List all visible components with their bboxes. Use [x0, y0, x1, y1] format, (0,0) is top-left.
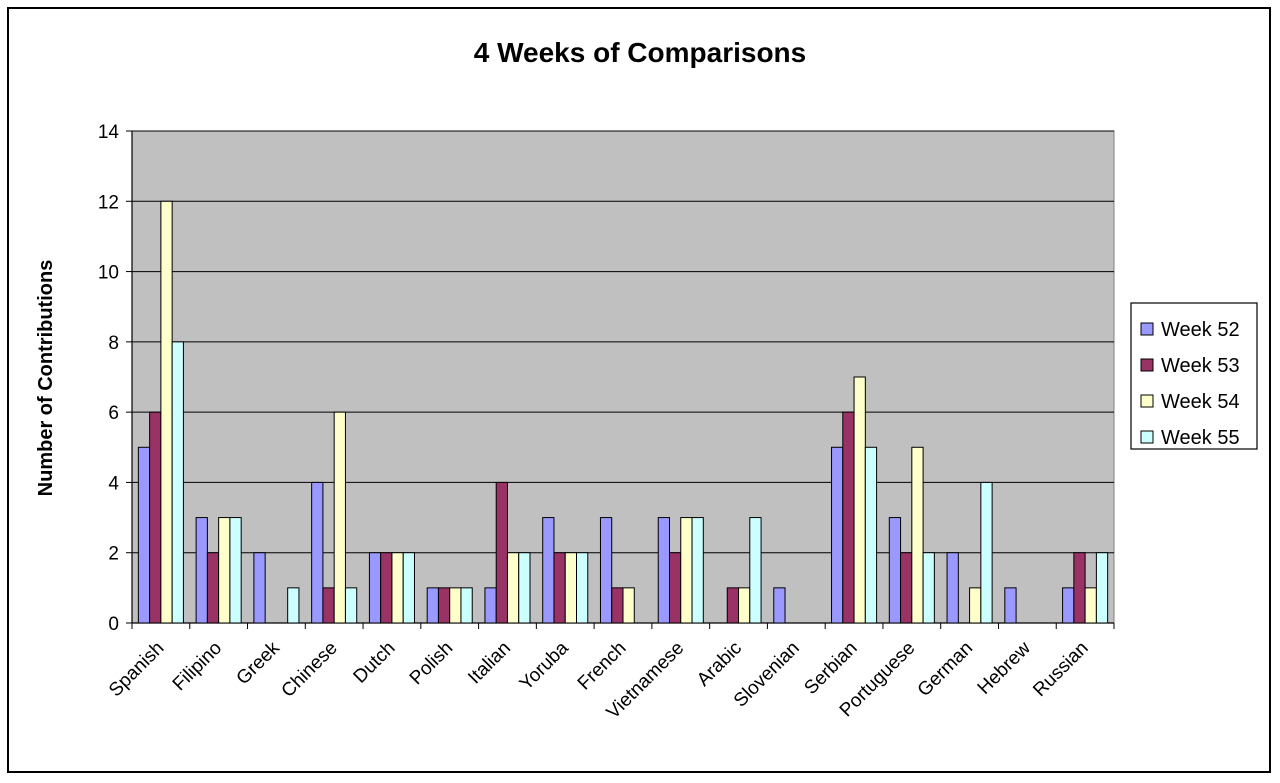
bar-week-53-italian — [495, 481, 508, 624]
bar-week-52-hebrew — [1004, 587, 1017, 624]
bar-week-54-yoruba — [564, 552, 577, 624]
chart-title: 4 Weeks of Comparisons — [474, 37, 806, 68]
legend: Week 52 Week 53 Week 54 Week 55 — [1130, 302, 1258, 450]
bar-week-53-polish — [437, 587, 451, 624]
bar-week-55-serbian — [864, 446, 878, 624]
legend-label: Week 52 — [1161, 319, 1240, 341]
bar-week-54-portuguese — [911, 446, 924, 624]
x-tick-label: Dutch — [350, 638, 400, 688]
bar-week-52-dutch — [368, 552, 382, 624]
bar-week-52-greek — [253, 552, 266, 624]
bar-week-54-polish — [449, 587, 462, 624]
bar-week-54-spanish — [160, 200, 173, 624]
bar-week-55-greek — [287, 587, 300, 624]
x-tick-label: Greek — [233, 637, 285, 689]
bar-week-52-french — [599, 517, 613, 624]
y-tick-label: 10 — [98, 263, 119, 284]
bar-week-53-russian — [1073, 552, 1086, 624]
legend-label: Week 54 — [1161, 391, 1240, 413]
y-tick-label: 14 — [98, 122, 120, 143]
x-tick-label: Italian — [464, 638, 515, 689]
bar-week-53-spanish — [149, 411, 162, 624]
bar-week-55-italian — [518, 552, 531, 624]
x-tick-label: French — [574, 638, 631, 695]
bar-week-54-german — [969, 587, 982, 624]
x-tick-label: Yoruba — [516, 637, 573, 694]
bar-week-55-russian — [1095, 552, 1109, 624]
bar-week-55-arabic — [749, 517, 762, 624]
bar-week-54-serbian — [853, 376, 866, 624]
bar-week-53-dutch — [380, 552, 393, 624]
bar-week-52-slovenian — [773, 587, 786, 624]
bar-week-52-filipino — [195, 517, 208, 624]
bar-week-53-serbian — [842, 411, 855, 624]
bar-week-54-chinese — [333, 411, 346, 624]
bar-week-52-portuguese — [888, 517, 902, 624]
bar-week-55-dutch — [402, 552, 415, 624]
bar-week-54-arabic — [738, 587, 751, 624]
bar-week-52-yoruba — [542, 517, 555, 624]
bar-week-55-filipino — [229, 517, 242, 624]
legend-swatch — [1140, 358, 1154, 372]
x-tick-label: German — [914, 638, 977, 701]
bar-week-55-spanish — [171, 341, 184, 624]
bar-week-52-italian — [484, 587, 497, 624]
x-tick-label: Russian — [1029, 638, 1092, 701]
y-axis-label: Number of Contributions — [35, 260, 57, 497]
bar-week-52-spanish — [137, 446, 151, 624]
bar-week-55-chinese — [344, 587, 358, 624]
y-tick-label: 2 — [108, 544, 119, 565]
y-tick-label: 6 — [108, 403, 119, 424]
bar-week-55-polish — [460, 587, 473, 624]
bar-week-53-arabic — [726, 587, 740, 624]
plot-background — [131, 130, 1115, 624]
bar-week-53-yoruba — [553, 552, 566, 624]
legend-swatch — [1140, 394, 1154, 408]
x-tick-label: Spanish — [105, 638, 168, 701]
bar-week-53-chinese — [322, 587, 335, 624]
bar-week-55-vietnamese — [691, 517, 704, 624]
legend-label: Week 55 — [1161, 427, 1240, 449]
bar-week-54-french — [622, 587, 635, 624]
bar-week-53-vietnamese — [669, 552, 682, 624]
bar-week-52-polish — [426, 587, 439, 624]
bar-week-52-russian — [1062, 587, 1075, 624]
bar-week-54-russian — [1084, 587, 1097, 624]
y-tick-label: 4 — [108, 473, 119, 494]
legend-label: Week 53 — [1161, 355, 1240, 377]
bar-week-53-filipino — [206, 552, 220, 624]
legend-swatch — [1140, 322, 1154, 336]
bar-week-55-yoruba — [575, 552, 589, 624]
bar-week-54-dutch — [391, 552, 404, 624]
y-tick-label: 12 — [98, 192, 119, 213]
chart-frame: 4 Weeks of Comparisons Number of Contrib… — [7, 7, 1271, 773]
y-tick-label: 0 — [108, 614, 119, 635]
bar-week-52-chinese — [311, 481, 324, 624]
legend-swatch — [1140, 430, 1154, 444]
bar-week-55-german — [980, 481, 993, 624]
x-tick-label: Hebrew — [974, 637, 1035, 698]
bar-week-54-italian — [506, 552, 520, 624]
bar-week-52-serbian — [831, 446, 844, 624]
bar-week-54-vietnamese — [680, 517, 693, 624]
x-tick-label: Arabic — [693, 638, 746, 691]
bar-week-52-german — [946, 552, 959, 624]
bar-week-52-vietnamese — [657, 517, 671, 624]
bar-chart: 4 Weeks of Comparisons Number of Contrib… — [35, 37, 1258, 723]
bar-week-53-french — [611, 587, 624, 624]
bar-week-53-portuguese — [900, 552, 913, 624]
x-tick-label: Polish — [406, 638, 457, 689]
x-tick-label: Chinese — [278, 638, 342, 702]
y-tick-label: 8 — [108, 333, 119, 354]
x-tick-label: Filipino — [169, 638, 226, 695]
bar-week-54-filipino — [218, 517, 231, 624]
bar-week-55-portuguese — [922, 552, 935, 624]
